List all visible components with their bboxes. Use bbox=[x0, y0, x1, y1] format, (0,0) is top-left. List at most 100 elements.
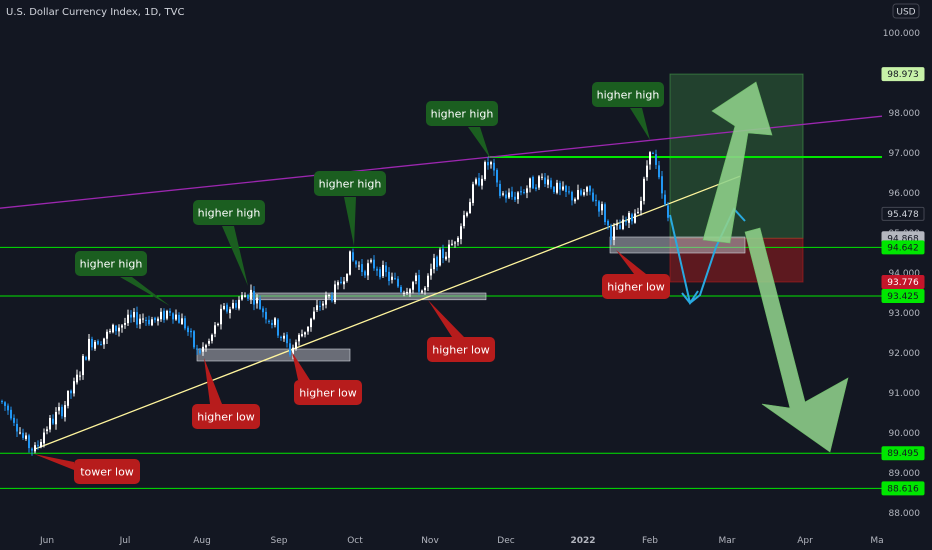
candle-body bbox=[493, 162, 495, 171]
candle-body bbox=[298, 334, 300, 342]
candle-body bbox=[277, 319, 279, 336]
candle-body bbox=[592, 192, 594, 201]
annotation-box bbox=[75, 251, 147, 276]
price-tick: 93.000 bbox=[889, 309, 921, 319]
price-axis: 100.00099.00098.00097.00096.00095.00094.… bbox=[881, 29, 925, 519]
candle-body bbox=[394, 278, 396, 280]
time-tick: Jul bbox=[119, 536, 131, 546]
annotation-higher-high: higher high bbox=[193, 200, 265, 286]
annotation-tail bbox=[616, 250, 646, 274]
candle-body bbox=[181, 318, 183, 324]
candle-body bbox=[343, 281, 345, 285]
price-label-text: 98.973 bbox=[887, 70, 919, 80]
candle-body bbox=[565, 185, 567, 192]
candle-body bbox=[478, 177, 480, 186]
annotation-label: higher high bbox=[597, 89, 660, 102]
candle-body bbox=[601, 204, 603, 211]
candle-body bbox=[466, 212, 468, 216]
candle-body bbox=[10, 409, 12, 419]
candle-body bbox=[391, 276, 393, 280]
direction-arrows bbox=[702, 81, 849, 453]
candle-body bbox=[460, 226, 462, 240]
candle-body bbox=[487, 162, 489, 166]
candle-body bbox=[430, 268, 432, 276]
candle-body bbox=[121, 325, 123, 328]
annotation-higher-high: higher high bbox=[314, 171, 386, 246]
annotation-higher-high: higher high bbox=[75, 251, 170, 306]
annotation-box bbox=[192, 404, 260, 429]
candle-body bbox=[604, 204, 606, 223]
candle-body bbox=[439, 249, 441, 266]
annotation-higher-high: higher high bbox=[426, 101, 498, 158]
price-label-text: 94.868 bbox=[887, 234, 919, 244]
price-label-text: 94.642 bbox=[887, 243, 919, 253]
candle-body bbox=[514, 196, 516, 200]
candle-body bbox=[253, 290, 255, 305]
candle-body bbox=[490, 162, 492, 165]
currency-unit: USD bbox=[896, 8, 915, 18]
candle-body bbox=[511, 191, 513, 197]
time-tick: Feb bbox=[642, 536, 658, 546]
candle-body bbox=[586, 187, 588, 192]
candle-body bbox=[526, 188, 528, 193]
price-tick: 90.000 bbox=[889, 429, 921, 439]
candle-body bbox=[550, 180, 552, 188]
candle-body bbox=[574, 199, 576, 202]
candle-body bbox=[334, 284, 336, 303]
time-tick: 2022 bbox=[570, 536, 595, 546]
candle-body bbox=[76, 374, 78, 383]
candle-body bbox=[643, 178, 645, 201]
price-label-box bbox=[881, 274, 925, 289]
candle-body bbox=[280, 336, 282, 339]
candle-body bbox=[154, 317, 156, 321]
candle-body bbox=[268, 320, 270, 322]
candle-body bbox=[295, 342, 297, 349]
candle-body bbox=[103, 338, 105, 345]
candle-body bbox=[100, 343, 102, 345]
candle-body bbox=[352, 252, 354, 261]
price-label: 93.425 bbox=[881, 289, 925, 303]
projection-arrow-head bbox=[681, 290, 699, 305]
candle-body bbox=[322, 303, 324, 306]
currency-unit-badge[interactable] bbox=[892, 3, 920, 19]
candle-body bbox=[385, 265, 387, 273]
candle-body bbox=[55, 412, 57, 425]
annotation-box bbox=[314, 171, 386, 196]
candle-body bbox=[211, 334, 213, 341]
candle-body bbox=[274, 318, 276, 325]
annotations: higher high higher high higher high higher … bbox=[34, 82, 670, 484]
candle-body bbox=[229, 309, 231, 314]
candle-body bbox=[577, 190, 579, 200]
candle-body bbox=[73, 381, 75, 394]
annotation-tail bbox=[630, 108, 650, 140]
candle-body bbox=[28, 435, 30, 449]
candle-body bbox=[415, 275, 417, 281]
candle-body bbox=[163, 310, 165, 320]
candle-body bbox=[463, 215, 465, 227]
candle-body bbox=[19, 432, 21, 434]
candle-body bbox=[37, 444, 39, 446]
candle-body bbox=[559, 182, 561, 190]
chart-title: U.S. Dollar Currency Index, 1D, TVC bbox=[6, 7, 184, 18]
candle-body bbox=[448, 244, 450, 258]
candle-body bbox=[88, 338, 90, 360]
price-tick: 92.000 bbox=[889, 349, 921, 359]
candle-body bbox=[508, 192, 510, 198]
candle-body bbox=[223, 305, 225, 310]
candle-body bbox=[640, 201, 642, 211]
candle-body bbox=[424, 287, 426, 291]
annotation-box bbox=[193, 200, 265, 225]
candle-body bbox=[502, 193, 504, 195]
candle-body bbox=[376, 268, 378, 271]
annotation-tail bbox=[344, 197, 356, 246]
candle-body bbox=[556, 182, 558, 193]
candle-body bbox=[355, 261, 357, 265]
candle-body bbox=[520, 191, 522, 193]
candle-body bbox=[91, 338, 93, 348]
candle-body bbox=[580, 190, 582, 195]
candle-body bbox=[4, 402, 6, 406]
candle-body bbox=[262, 308, 264, 313]
price-label-text: 95.478 bbox=[887, 210, 919, 220]
candle-body bbox=[571, 191, 573, 201]
